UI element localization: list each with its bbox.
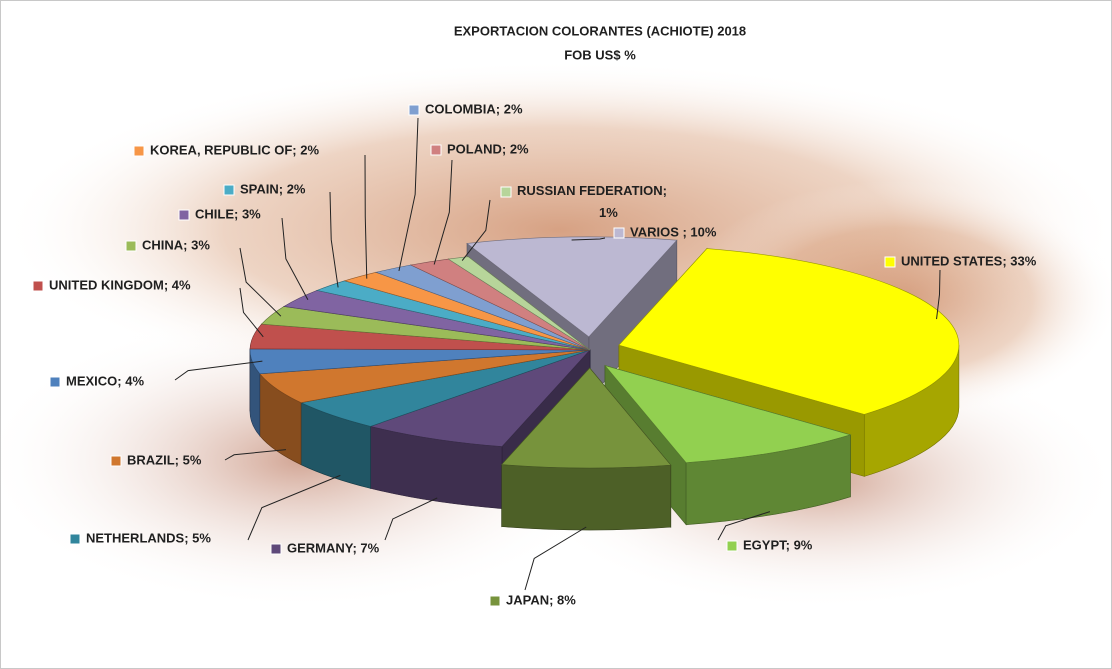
label-swatch	[500, 186, 512, 198]
data-label: JAPAN; 8%	[506, 592, 576, 607]
leader-line	[461, 199, 491, 261]
slice	[618, 248, 960, 415]
label-swatch	[110, 455, 122, 467]
label-swatch	[133, 145, 145, 157]
leader-line	[239, 247, 282, 317]
label-swatch	[32, 280, 44, 292]
label-line: RUSSIAN FEDERATION;	[517, 183, 667, 198]
data-label: EGYPT; 9%	[743, 537, 813, 552]
slice	[604, 365, 852, 464]
leader-line	[524, 526, 587, 591]
slice	[369, 349, 591, 447]
leader-line	[571, 237, 606, 241]
leader-line	[433, 159, 453, 265]
data-label: KOREA, REPUBLIC OF; 2%	[150, 142, 319, 157]
label-swatch	[489, 595, 501, 607]
data-label: POLAND; 2%	[447, 141, 529, 156]
label-swatch	[178, 209, 190, 221]
label-line: 1%	[599, 205, 618, 220]
label-swatch	[726, 540, 738, 552]
leader-line	[329, 191, 339, 288]
label-swatch	[223, 184, 235, 196]
leader-line	[384, 497, 438, 541]
data-label: BRAZIL; 5%	[127, 452, 202, 467]
slice-side	[501, 464, 672, 531]
label-swatch	[430, 144, 442, 156]
data-label: CHILE; 3%	[195, 206, 261, 221]
leader-line	[247, 474, 341, 541]
slice	[501, 367, 672, 469]
data-label: GERMANY; 7%	[287, 540, 380, 555]
data-label: CHINA; 3%	[142, 237, 210, 252]
pie	[249, 236, 960, 531]
label-swatch	[884, 256, 896, 268]
leader-line	[398, 117, 419, 272]
label-swatch	[613, 227, 625, 239]
chart-subtitle: FOB US$ %	[564, 47, 636, 62]
data-label: COLOMBIA; 2%	[425, 101, 523, 116]
slice	[466, 236, 678, 338]
label-swatch	[408, 104, 420, 116]
data-label: NETHERLANDS; 5%	[86, 530, 211, 545]
leader-line	[224, 449, 287, 461]
leader-line	[281, 217, 309, 300]
slice	[447, 256, 591, 351]
leader-line	[717, 511, 771, 541]
data-label: MEXICO; 4%	[66, 373, 144, 388]
label-swatch	[69, 533, 81, 545]
data-label: UNITED STATES; 33%	[901, 253, 1037, 268]
label-swatch	[270, 543, 282, 555]
chart-title: EXPORTACION COLORANTES (ACHIOTE) 2018	[454, 23, 746, 38]
leader-line	[936, 269, 941, 320]
labels: UNITED STATES; 33% EGYPT; 9% JAPAN; 8% GERM…	[32, 101, 1037, 607]
leader-line	[174, 360, 263, 381]
label-swatch	[125, 240, 137, 252]
leader-line	[364, 154, 368, 279]
data-label: VARIOS ; 10%	[630, 224, 717, 239]
leader-line	[239, 287, 264, 338]
data-label: UNITED KINGDOM; 4%	[49, 277, 191, 292]
data-label: RUSSIAN FEDERATION; 1%	[517, 183, 667, 220]
data-label: SPAIN; 2%	[240, 181, 306, 196]
label-swatch	[49, 376, 61, 388]
